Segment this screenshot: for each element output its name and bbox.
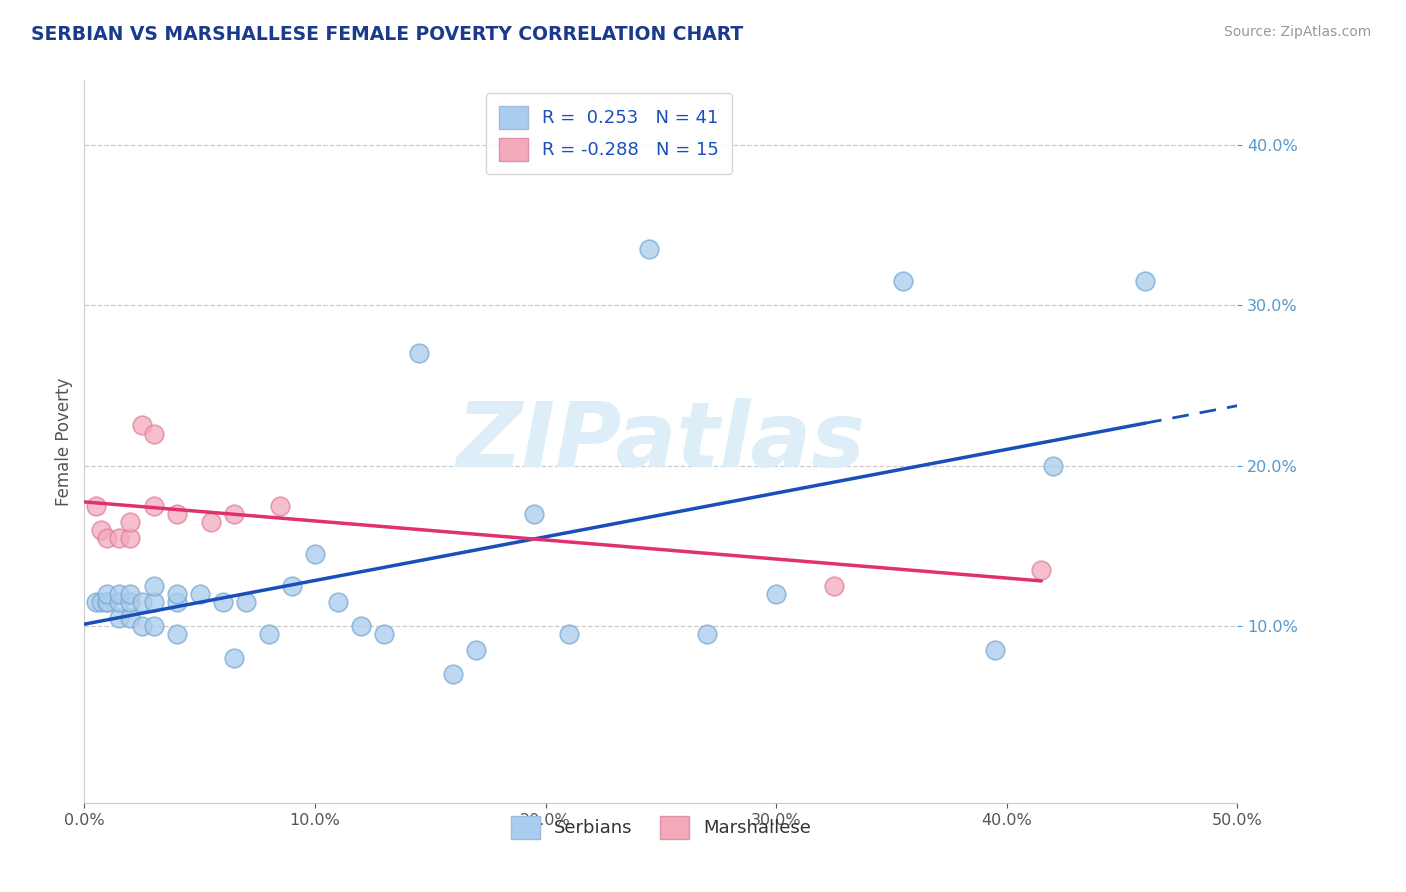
Point (84, 499, 107, 513)
Point (984, 643, 1007, 657)
Point (441, 667, 464, 681)
Point (696, 627, 718, 641)
Point (465, 643, 488, 657)
Point (142, 426, 165, 441)
Point (765, 587, 787, 601)
Point (166, 507, 188, 521)
Point (408, 346, 430, 360)
Point (823, 579, 845, 593)
Point (131, 595, 153, 609)
Point (304, 547, 326, 561)
Point (108, 587, 131, 601)
Point (120, 611, 142, 625)
Point (326, 595, 349, 609)
Text: ZIPatlas: ZIPatlas (457, 398, 865, 485)
Point (166, 627, 188, 641)
Point (257, 627, 280, 641)
Point (235, 595, 257, 609)
Point (108, 595, 131, 609)
Point (224, 651, 246, 665)
Point (1031, 563, 1053, 577)
Point (89, 595, 111, 609)
Point (188, 587, 211, 601)
Point (89, 523, 111, 537)
Point (1042, 458, 1064, 473)
Point (1133, 274, 1156, 288)
Point (200, 515, 222, 529)
Point (120, 531, 142, 545)
Point (269, 499, 291, 513)
Point (108, 611, 131, 625)
Point (166, 587, 188, 601)
Point (166, 595, 188, 609)
Point (142, 579, 165, 593)
Text: Source: ZipAtlas.com: Source: ZipAtlas.com (1223, 25, 1371, 39)
Point (131, 418, 153, 433)
Point (142, 595, 165, 609)
Point (142, 619, 165, 633)
Text: SERBIAN VS MARSHALLESE FEMALE POVERTY CORRELATION CHART: SERBIAN VS MARSHALLESE FEMALE POVERTY CO… (31, 25, 744, 44)
Point (350, 619, 373, 633)
Point (891, 274, 914, 288)
Point (523, 507, 546, 521)
Point (557, 627, 579, 641)
Point (120, 587, 142, 601)
Point (638, 242, 661, 256)
Point (373, 627, 395, 641)
Point (84, 595, 107, 609)
Point (96, 531, 118, 545)
Point (120, 595, 142, 609)
Point (281, 579, 304, 593)
Point (96, 595, 118, 609)
Point (96, 587, 118, 601)
Point (120, 515, 142, 529)
Point (211, 595, 233, 609)
Y-axis label: Female Poverty: Female Poverty (55, 377, 73, 506)
Point (96, 595, 118, 609)
Legend: Serbians, Marshallese: Serbians, Marshallese (502, 806, 820, 848)
Point (142, 499, 165, 513)
Point (108, 531, 131, 545)
Point (131, 619, 153, 633)
Point (224, 507, 246, 521)
